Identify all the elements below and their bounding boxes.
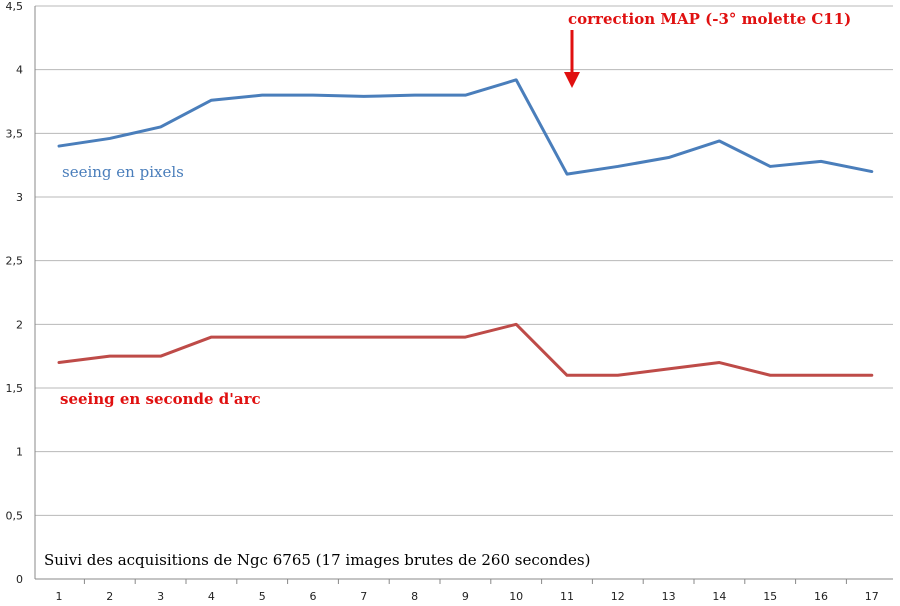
x-tick-label: 11 (560, 590, 574, 603)
series-line-pixels (57, 78, 874, 176)
chart-caption: Suivi des acquisitions de Ngc 6765 (17 i… (44, 551, 590, 569)
x-tick-label: 17 (865, 590, 879, 603)
x-tick-label: 8 (411, 590, 418, 603)
x-tick-label: 16 (814, 590, 828, 603)
x-tick-label: 2 (106, 590, 113, 603)
series-line-arcsec (57, 322, 874, 377)
x-tick-label: 7 (360, 590, 367, 603)
x-tick-label: 14 (712, 590, 726, 603)
series-lines (57, 78, 874, 377)
axes: 00,511,522,533,544,51 2 3 4 5 6 7 8 9 10 11 12 13 14 1… (6, 0, 893, 603)
y-tick-label: 1,5 (6, 382, 24, 395)
correction-annotation: correction MAP (-3° molette C11) (568, 10, 851, 28)
x-tick-label: 5 (259, 590, 266, 603)
x-tick-label: 15 (763, 590, 777, 603)
y-tick-label: 0,5 (6, 509, 24, 522)
x-tick-label: 12 (611, 590, 625, 603)
x-tick-label: 1 (56, 590, 63, 603)
y-tick-label: 1 (16, 446, 23, 459)
correction-arrow-head (564, 72, 580, 88)
y-tick-label: 4 (16, 64, 23, 77)
gridlines (35, 5, 893, 516)
series-label-arcsec: seeing en seconde d'arc (60, 390, 261, 408)
y-tick-label: 4,5 (6, 0, 24, 13)
y-tick-label: 0 (16, 573, 23, 586)
y-tick-label: 3,5 (6, 127, 24, 140)
y-tick-label: 2,5 (6, 255, 24, 268)
x-tick-label: 13 (662, 590, 676, 603)
series-label-pixels: seeing en pixels (62, 163, 184, 181)
x-tick-label: 4 (208, 590, 215, 603)
correction-arrow (564, 30, 580, 88)
x-tick-label: 3 (157, 590, 164, 603)
x-tick-label: 9 (462, 590, 469, 603)
x-tick-label: 10 (509, 590, 523, 603)
y-tick-label: 3 (16, 191, 23, 204)
x-tick-label: 6 (310, 590, 317, 603)
y-tick-label: 2 (16, 318, 23, 331)
